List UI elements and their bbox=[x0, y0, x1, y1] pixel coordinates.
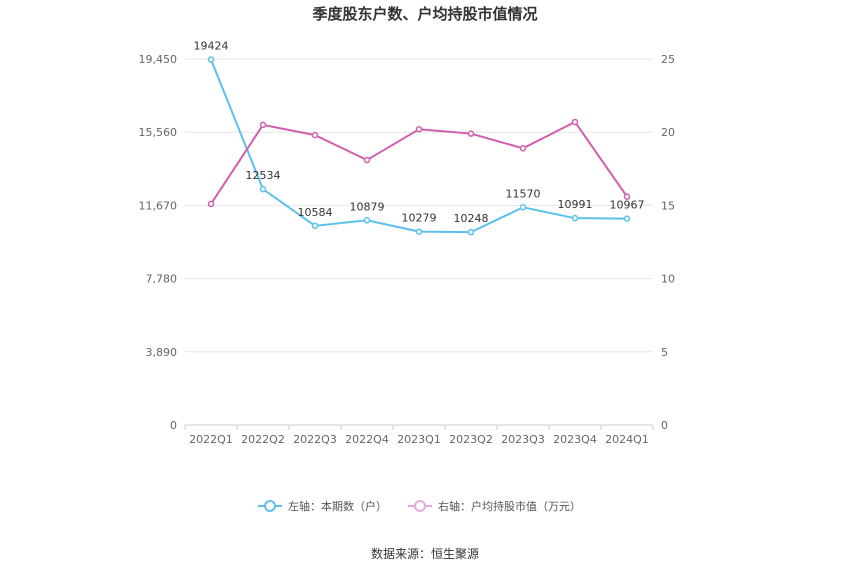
left-axis-tick-label: 15,560 bbox=[139, 126, 178, 139]
data-label: 10279 bbox=[402, 212, 437, 225]
legend-label-right: 右轴：户均持股市值（万元） bbox=[438, 499, 581, 513]
right-axis-tick-label: 20 bbox=[661, 126, 675, 139]
left-axis-tick-label: 11,670 bbox=[139, 199, 178, 212]
data-label: 11570 bbox=[506, 187, 541, 200]
right-axis-tick-label: 15 bbox=[661, 199, 675, 212]
right-axis-ticks: 0 5 10 15 20 25 bbox=[661, 53, 675, 432]
x-axis-ticks: 2022Q1 2022Q2 2022Q3 2022Q4 2023Q1 2023Q2 2023… bbox=[184, 425, 654, 446]
right-axis-tick-label: 0 bbox=[661, 419, 668, 432]
x-axis-tick-label: 2022Q2 bbox=[241, 433, 285, 446]
right-axis-tick-label: 25 bbox=[661, 53, 675, 66]
data-label: 10584 bbox=[298, 206, 333, 219]
legend[interactable]: 左轴：本期数（户） 右轴：户均持股市值（万元） bbox=[258, 499, 581, 513]
data-point[interactable] bbox=[623, 193, 631, 200]
left-axis-tick-label: 19,450 bbox=[139, 53, 178, 66]
series-line-1 bbox=[210, 120, 628, 205]
legend-marker-icon bbox=[264, 500, 276, 512]
legend-marker-icon bbox=[414, 500, 426, 512]
chart-title: 季度股东户数、户均持股市值情况 bbox=[312, 5, 537, 23]
data-label: 10879 bbox=[350, 200, 385, 213]
x-axis-tick-label: 2022Q3 bbox=[293, 433, 337, 446]
data-label: 12534 bbox=[246, 169, 281, 182]
x-axis-tick-label: 2023Q1 bbox=[397, 433, 441, 446]
right-axis-tick-label: 5 bbox=[661, 346, 668, 359]
data-point[interactable] bbox=[415, 126, 423, 133]
data-point[interactable] bbox=[571, 214, 579, 222]
x-axis-tick-label: 2022Q4 bbox=[345, 433, 389, 446]
data-point[interactable] bbox=[519, 204, 527, 211]
data-label: 10248 bbox=[454, 212, 489, 225]
legend-item-left-series[interactable]: 左轴：本期数（户） bbox=[258, 499, 387, 513]
x-axis-tick-label: 2023Q4 bbox=[553, 433, 597, 446]
left-axis-tick-label: 0 bbox=[170, 419, 177, 432]
grid-lines bbox=[185, 58, 653, 426]
data-point[interactable] bbox=[363, 156, 371, 164]
x-axis-tick-label: 2023Q3 bbox=[501, 433, 545, 446]
data-point[interactable] bbox=[207, 56, 215, 63]
legend-item-right-series[interactable]: 右轴：户均持股市值（万元） bbox=[408, 499, 581, 513]
left-axis-tick-label: 7,780 bbox=[146, 273, 178, 286]
data-point[interactable] bbox=[207, 200, 215, 208]
x-axis-tick-label: 2024Q1 bbox=[605, 433, 649, 446]
data-label: 10967 bbox=[610, 199, 645, 212]
left-axis-ticks: 0 3,890 7,780 11,670 15,560 19,450 bbox=[139, 53, 178, 432]
series-layer: 19424 12534 10584 10879 10279 10248 11570 10991… bbox=[194, 39, 645, 236]
data-point[interactable] bbox=[363, 217, 371, 224]
x-axis-tick-label: 2023Q2 bbox=[449, 433, 493, 446]
data-point[interactable] bbox=[259, 121, 267, 129]
data-point[interactable] bbox=[571, 118, 579, 126]
data-point[interactable] bbox=[467, 130, 475, 137]
data-point[interactable] bbox=[623, 215, 631, 222]
x-axis-tick-label: 2022Q1 bbox=[189, 433, 233, 446]
data-point[interactable] bbox=[311, 222, 319, 230]
right-axis-tick-label: 10 bbox=[661, 273, 675, 286]
data-point[interactable] bbox=[311, 131, 319, 139]
legend-label-left: 左轴：本期数（户） bbox=[288, 499, 387, 513]
source-note: 数据来源：恒生聚源 bbox=[371, 546, 479, 561]
left-axis-tick-label: 3,890 bbox=[146, 346, 178, 359]
data-point[interactable] bbox=[467, 228, 475, 236]
data-point[interactable] bbox=[415, 228, 423, 235]
data-label: 10991 bbox=[558, 198, 593, 211]
data-point[interactable] bbox=[259, 185, 267, 193]
data-label: 19424 bbox=[194, 39, 229, 52]
data-point[interactable] bbox=[519, 145, 527, 152]
